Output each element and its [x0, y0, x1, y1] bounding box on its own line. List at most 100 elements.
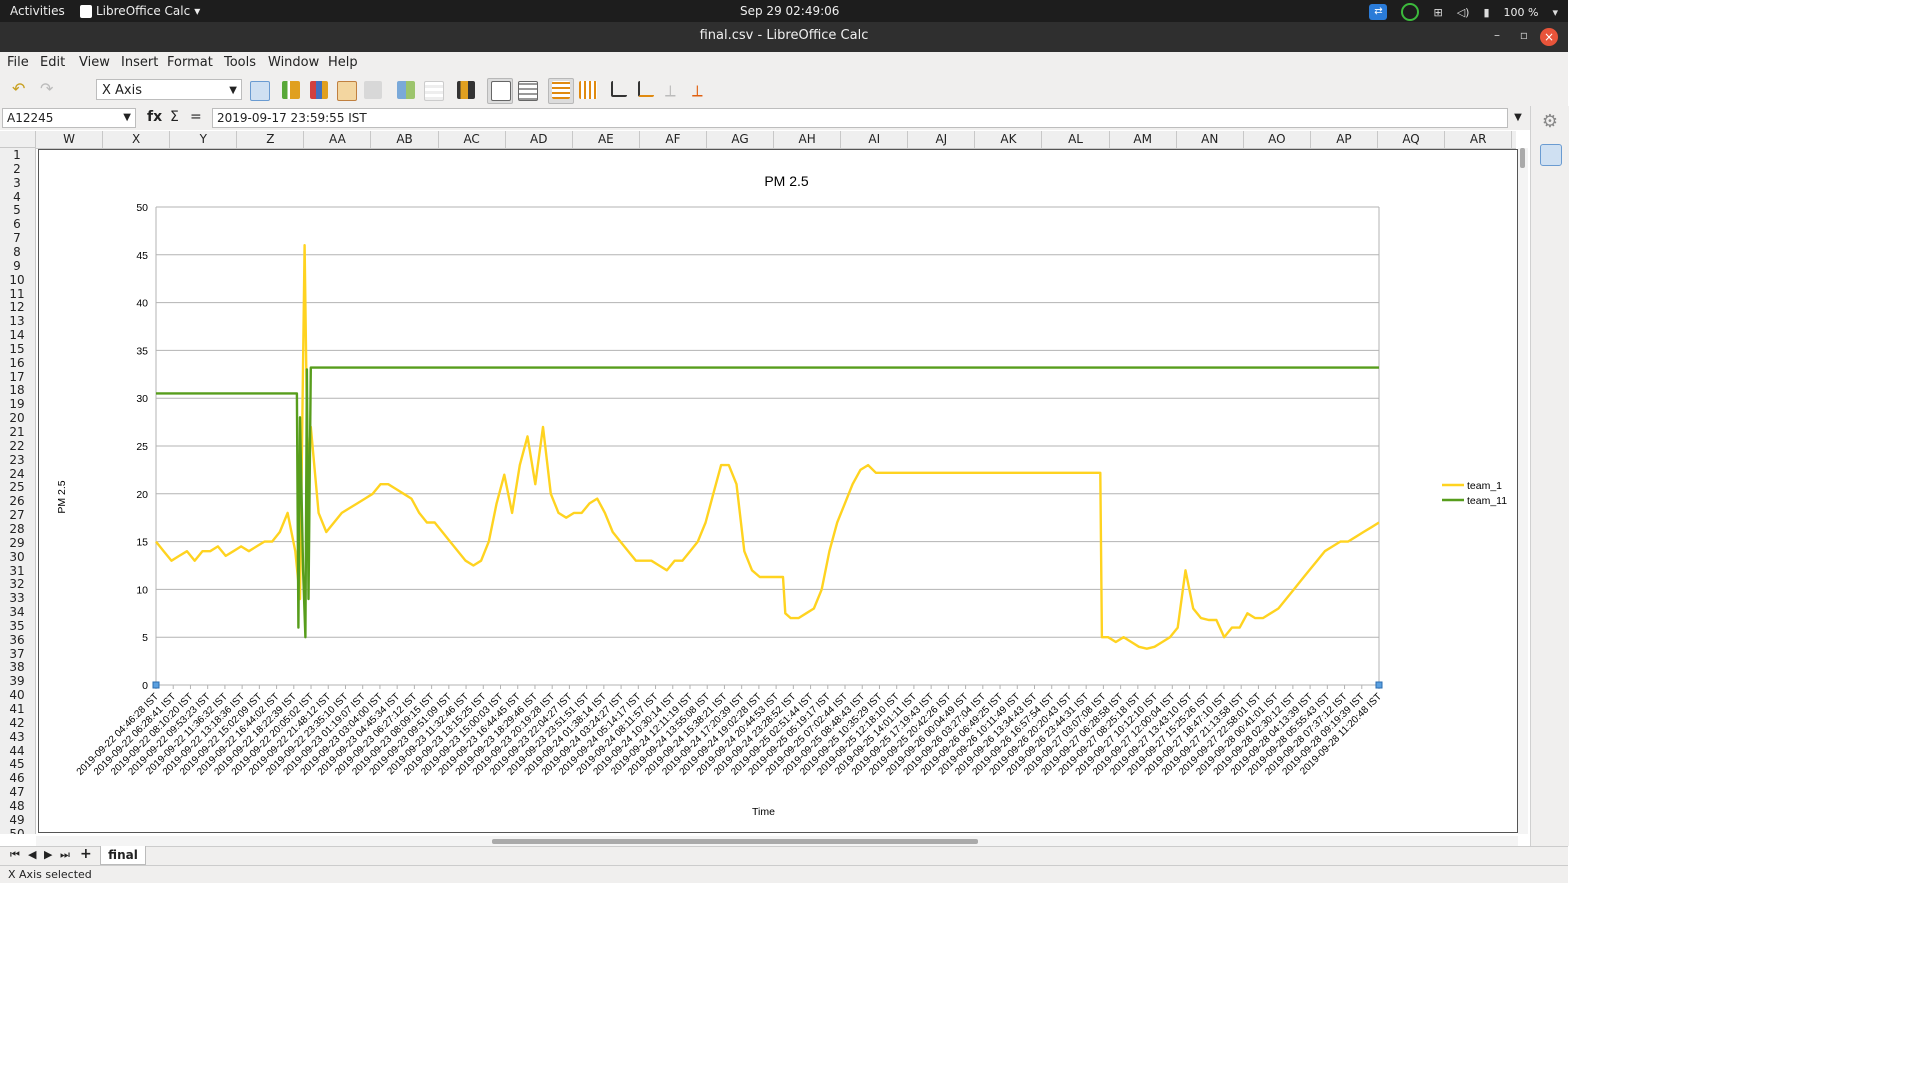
row-header-23[interactable]: 23	[9, 452, 25, 467]
sum-button[interactable]: Σ	[170, 109, 179, 125]
row-header-35[interactable]: 35	[9, 618, 25, 633]
menu-tools[interactable]: Tools	[224, 55, 257, 70]
column-header-aa[interactable]: AA	[304, 131, 372, 148]
app-menu[interactable]: LibreOffice Calc ▾	[80, 4, 200, 18]
column-header-aq[interactable]: AQ	[1378, 131, 1446, 148]
menu-view[interactable]: View	[79, 55, 110, 70]
row-header-44[interactable]: 44	[9, 743, 25, 758]
row-header-20[interactable]: 20	[9, 411, 25, 426]
network-icon[interactable]: ⊞	[1433, 5, 1443, 19]
activities-button[interactable]: Activities	[10, 4, 65, 18]
column-header-ap[interactable]: AP	[1311, 131, 1378, 148]
row-header-30[interactable]: 30	[9, 549, 25, 564]
column-header-ar[interactable]: AR	[1445, 131, 1513, 148]
row-header-24[interactable]: 24	[9, 466, 25, 481]
x-axis-icon[interactable]	[611, 81, 627, 97]
row-header-50[interactable]: 50	[9, 826, 25, 834]
prev-sheet-icon[interactable]: ◀	[28, 848, 37, 861]
column-header-ab[interactable]: AB	[372, 131, 439, 148]
row-header-36[interactable]: 36	[9, 632, 25, 647]
close-icon[interactable]: ×	[1540, 28, 1558, 46]
column-header-ai[interactable]: AI	[841, 131, 909, 148]
row-header-22[interactable]: 22	[9, 438, 25, 453]
row-header-28[interactable]: 28	[9, 521, 25, 536]
menu-insert[interactable]: Insert	[121, 55, 159, 70]
teamviewer-icon[interactable]: ⇄	[1369, 4, 1388, 20]
name-box[interactable]: A12245 ▼	[2, 108, 136, 128]
formula-input[interactable]: 2019-09-17 23:59:55 IST	[212, 108, 1508, 128]
row-header-48[interactable]: 48	[9, 798, 25, 813]
row-header-6[interactable]: 6	[13, 217, 21, 232]
next-sheet-icon[interactable]: ▶	[44, 848, 53, 861]
chart-type-icon[interactable]	[282, 81, 300, 99]
row-header-41[interactable]: 41	[9, 702, 25, 716]
column-header-ae[interactable]: AE	[573, 131, 640, 148]
whatsapp-icon[interactable]	[1401, 3, 1420, 21]
sheet-tab-final[interactable]: final	[100, 846, 146, 865]
y-axis-icon[interactable]	[638, 81, 654, 97]
menu-file[interactable]: File	[7, 55, 29, 70]
maximize-icon[interactable]: ▫	[1519, 28, 1528, 42]
volume-icon[interactable]: ◁)	[1456, 5, 1470, 19]
3d-view-icon[interactable]	[364, 81, 382, 99]
expand-formula-icon[interactable]: ▼	[1514, 112, 1522, 123]
row-header-11[interactable]: 11	[9, 286, 25, 301]
row-header-21[interactable]: 21	[9, 425, 25, 439]
menu-window[interactable]: Window	[268, 55, 320, 70]
row-header-16[interactable]: 16	[9, 355, 25, 370]
row-header-46[interactable]: 46	[9, 771, 25, 786]
row-header-29[interactable]: 29	[9, 535, 25, 550]
z-axis-icon[interactable]: ⟂	[665, 81, 676, 100]
column-header-ag[interactable]: AG	[707, 131, 775, 148]
column-header-ac[interactable]: AC	[439, 131, 506, 148]
column-header-aj[interactable]: AJ	[908, 131, 976, 148]
column-header-z[interactable]: Z	[237, 131, 305, 148]
row-header-7[interactable]: 7	[13, 231, 21, 246]
column-header-ah[interactable]: AH	[774, 131, 842, 148]
column-header-am[interactable]: AM	[1110, 131, 1177, 148]
formula-button[interactable]: =	[190, 109, 202, 125]
row-header-33[interactable]: 33	[9, 591, 25, 606]
data-ranges-icon[interactable]	[397, 81, 415, 99]
column-header-an[interactable]: AN	[1177, 131, 1244, 148]
horizontal-scroll-thumb[interactable]	[492, 839, 978, 844]
redo-icon[interactable]: ↷	[40, 79, 54, 98]
row-header-43[interactable]: 43	[9, 729, 25, 744]
insert-titles-icon[interactable]	[457, 81, 475, 99]
row-header-13[interactable]: 13	[9, 314, 25, 329]
row-header-8[interactable]: 8	[13, 244, 21, 259]
vertical-scroll-thumb[interactable]	[1520, 148, 1525, 168]
row-header-1[interactable]: 1	[13, 148, 21, 162]
chart-frame[interactable]	[38, 149, 1518, 833]
column-header-y[interactable]: Y	[170, 131, 238, 148]
row-header-34[interactable]: 34	[9, 605, 25, 620]
row-header-45[interactable]: 45	[9, 757, 25, 772]
text-scale-icon[interactable]	[518, 81, 538, 101]
row-header-2[interactable]: 2	[13, 161, 21, 176]
menu-help[interactable]: Help	[328, 55, 358, 70]
row-header-5[interactable]: 5	[13, 203, 21, 218]
row-header-9[interactable]: 9	[13, 258, 21, 273]
row-header-18[interactable]: 18	[9, 383, 25, 398]
row-header-40[interactable]: 40	[9, 688, 25, 703]
row-header-12[interactable]: 12	[9, 300, 25, 315]
row-header-49[interactable]: 49	[9, 812, 25, 827]
row-header-4[interactable]: 4	[13, 189, 21, 204]
row-header-38[interactable]: 38	[9, 660, 25, 675]
row-header-47[interactable]: 47	[9, 785, 25, 800]
chart-wall-icon[interactable]	[310, 81, 328, 99]
select-all-corner[interactable]	[0, 131, 36, 148]
column-header-af[interactable]: AF	[640, 131, 707, 148]
chart-area-icon[interactable]	[337, 81, 357, 101]
row-header-10[interactable]: 10	[9, 272, 25, 287]
row-header-37[interactable]: 37	[9, 646, 25, 661]
column-header-ak[interactable]: AK	[975, 131, 1043, 148]
row-header-42[interactable]: 42	[9, 715, 25, 730]
undo-icon[interactable]: ↶	[12, 79, 26, 98]
properties-icon[interactable]	[1540, 144, 1562, 166]
row-header-25[interactable]: 25	[9, 480, 25, 495]
menu-format[interactable]: Format	[167, 55, 213, 70]
column-header-x[interactable]: X	[103, 131, 171, 148]
vertical-scrollbar[interactable]	[1518, 148, 1528, 834]
